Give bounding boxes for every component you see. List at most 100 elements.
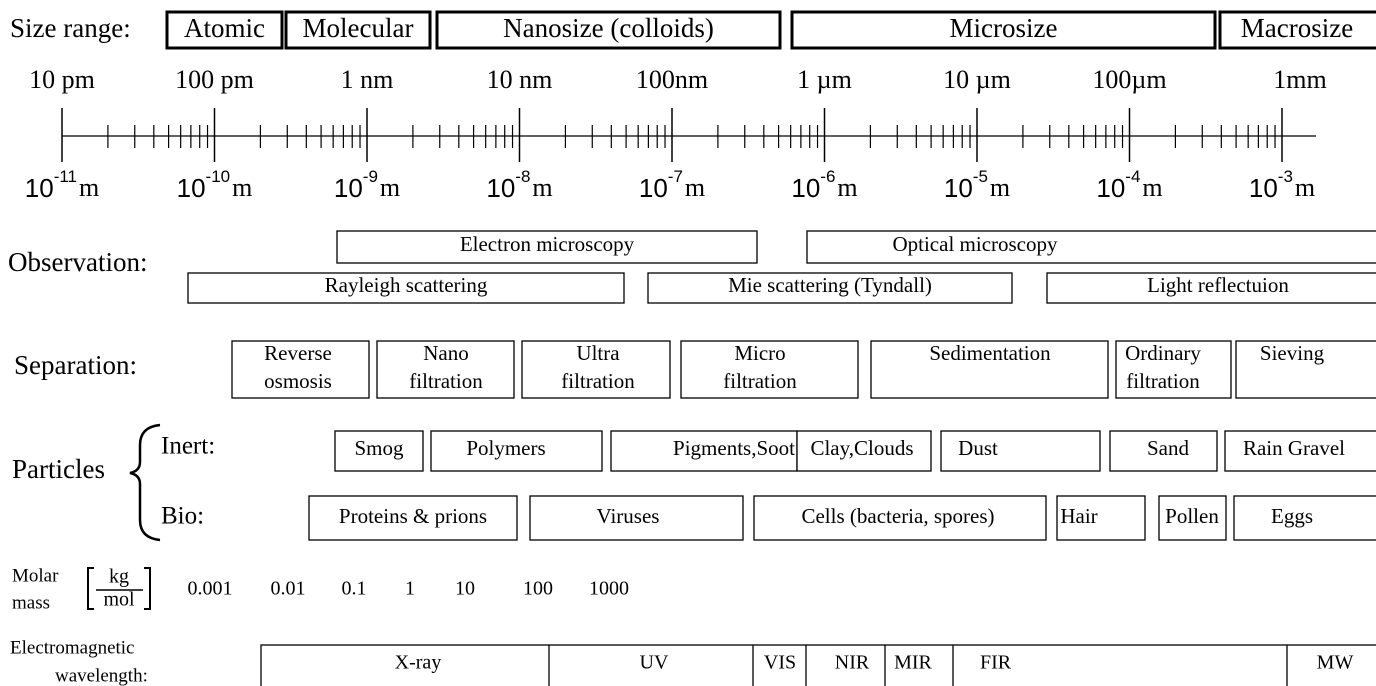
box <box>529 495 744 541</box>
box-label: Electron microscopy <box>460 232 635 256</box>
box-label: Dust <box>958 436 998 460</box>
label: Separation: <box>14 350 137 380</box>
box <box>647 272 1013 304</box>
em-band-label: NIR <box>835 652 870 674</box>
label: Molar <box>12 565 59 586</box>
box-label: Cells (bacteria, spores) <box>801 504 994 528</box>
exponent: -10 <box>206 167 231 186</box>
scale-top-label: 1 nm <box>341 65 394 94</box>
scale-top-label: 10 pm <box>29 65 95 94</box>
molar-mass-value: 0.001 <box>188 578 233 600</box>
exponent: -11 <box>54 167 77 186</box>
box-label: Light reflectuion <box>1147 273 1289 297</box>
scale-top-label: 10 µm <box>943 65 1011 94</box>
em-band-label: FIR <box>980 652 1012 674</box>
box <box>1158 495 1227 541</box>
box-label: Clay,Clouds <box>810 436 913 460</box>
exponent-base: 10 <box>791 173 820 203</box>
exponent: -9 <box>363 167 378 186</box>
exponent-unit: m <box>1295 173 1315 202</box>
box <box>796 430 932 472</box>
box-label: Rayleigh scattering <box>325 273 488 297</box>
label: Observation: <box>8 247 147 277</box>
size-range-box <box>284 10 432 50</box>
molar-mass-value: 10 <box>455 578 475 600</box>
box-label: filtration <box>561 369 635 393</box>
scale-bottom-label: 10-9m <box>334 167 400 202</box>
box <box>187 272 625 304</box>
em-band-label: VIS <box>764 652 796 674</box>
box-label: Optical microscopy <box>892 232 1058 256</box>
scale-bottom-label: 10-7m <box>639 167 705 202</box>
scale-bottom-label: 10-6m <box>791 167 857 202</box>
box-label: Rain Gravel <box>1243 436 1345 460</box>
exponent-unit: m <box>232 173 252 202</box>
label: Size range: <box>10 13 131 43</box>
box-label: Sedimentation <box>929 341 1051 365</box>
scale-bottom-label: 10-8m <box>486 167 552 202</box>
size-range-box <box>1218 10 1376 50</box>
box <box>376 340 515 399</box>
box-label: Ultra <box>576 341 620 365</box>
em-bar <box>260 644 1376 686</box>
label: Electromagnetic <box>10 637 135 658</box>
box <box>1056 495 1146 541</box>
box <box>940 430 1101 472</box>
box <box>870 340 1109 399</box>
scale-bottom-label: 10-5m <box>944 167 1010 202</box>
exponent: -7 <box>668 167 683 186</box>
box <box>334 430 424 472</box>
brace <box>129 423 161 542</box>
box <box>680 340 859 399</box>
scale-top-label: 1mm <box>1273 65 1326 94</box>
em-band-label: X-ray <box>395 652 442 674</box>
scale-bottom-label: 10-4m <box>1096 167 1162 202</box>
molar-mass-value: 1000 <box>589 578 629 600</box>
box-label: Pollen <box>1165 504 1219 528</box>
box-label: Pigments,Soot <box>673 436 795 460</box>
size-range-box <box>790 10 1217 50</box>
label: wavelength: <box>55 665 148 686</box>
box <box>1046 272 1376 304</box>
exponent: -8 <box>515 167 530 186</box>
exponent-unit: m <box>532 173 552 202</box>
em-band-label: UV <box>640 652 669 674</box>
bracket <box>87 567 151 610</box>
box-label: Hair <box>1060 504 1097 528</box>
exponent-unit: m <box>837 173 857 202</box>
exponent-unit: m <box>685 173 705 202</box>
scale-top-label: 100 pm <box>175 65 254 94</box>
molar-mass-value: 0.1 <box>342 578 367 600</box>
exponent-base: 10 <box>486 173 515 203</box>
label: mass <box>12 592 50 613</box>
size-range-label: Macrosize <box>1241 13 1353 43</box>
box <box>1109 430 1218 472</box>
exponent: -4 <box>1125 167 1140 186</box>
box <box>1235 340 1376 399</box>
box-label: filtration <box>409 369 483 393</box>
exponent-base: 10 <box>639 173 668 203</box>
box <box>521 340 671 399</box>
size-range-label: Nanosize (colloids) <box>503 13 714 43</box>
box <box>430 430 603 472</box>
box <box>336 230 758 264</box>
box-label: osmosis <box>264 369 332 393</box>
box <box>1115 340 1232 399</box>
exponent-base: 10 <box>1249 173 1278 203</box>
box-label: Eggs <box>1271 504 1313 528</box>
scale-top-label: 100nm <box>636 65 708 94</box>
box-label: Micro <box>734 341 785 365</box>
exponent-base: 10 <box>25 173 54 203</box>
molar-mass-value: 1 <box>405 578 415 600</box>
size-range-label: Atomic <box>184 13 265 43</box>
exponent-unit: m <box>79 173 99 202</box>
box <box>1233 495 1376 541</box>
exponent-unit: m <box>990 173 1010 202</box>
box-label: Polymers <box>466 436 545 460</box>
size-range-label: Microsize <box>950 13 1058 43</box>
exponent-base: 10 <box>177 173 206 203</box>
box <box>231 340 370 399</box>
scale-bottom-label: 10-3m <box>1249 167 1315 202</box>
